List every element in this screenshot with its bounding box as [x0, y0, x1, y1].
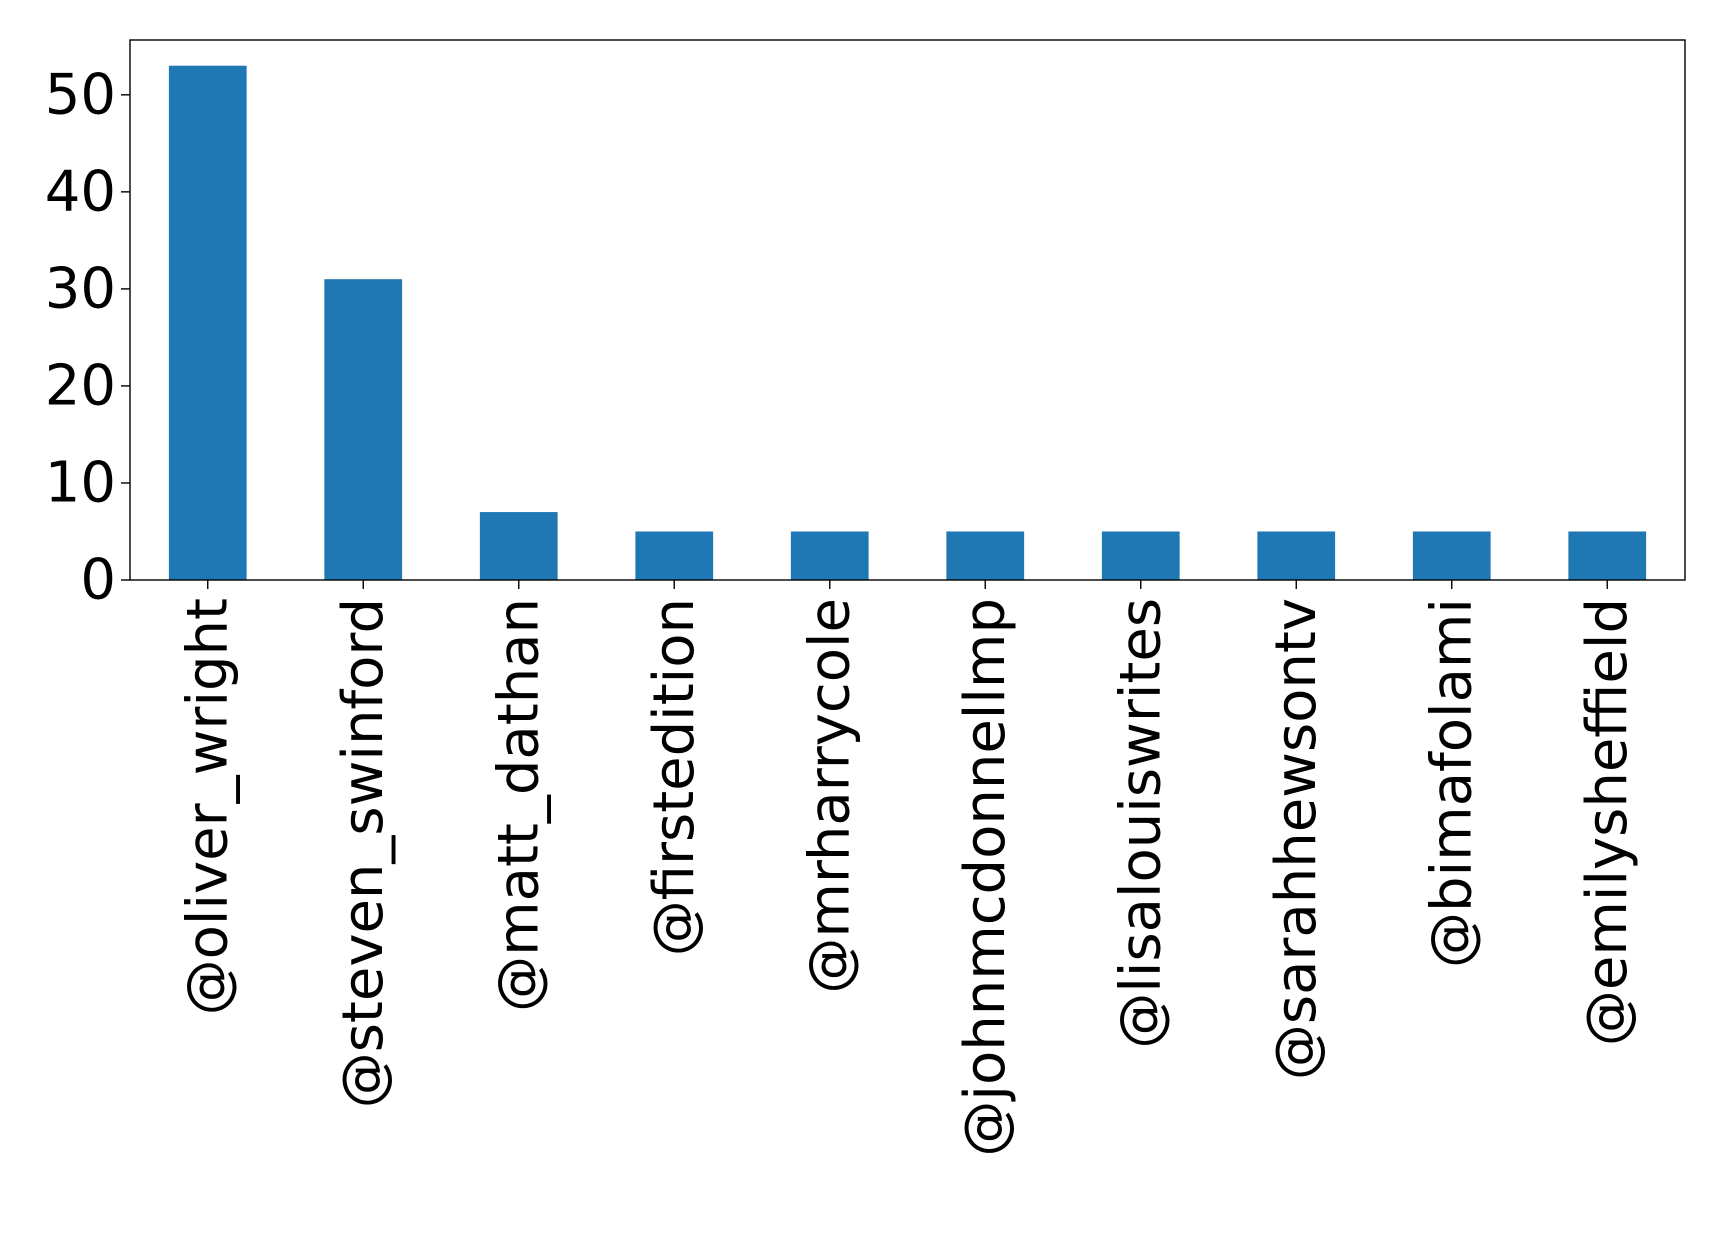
bar-oliver-wright	[168, 65, 247, 580]
x-tick-label: @firstedition	[642, 598, 707, 956]
bar-steven-swinford	[324, 279, 403, 580]
bar-emilysheffield	[1568, 531, 1647, 580]
x-tick-label: @lisalouiswrites	[1108, 598, 1173, 1049]
bar-bimafolami	[1412, 531, 1491, 580]
y-tick-label: 20	[45, 353, 116, 418]
bar-firstedition	[635, 531, 714, 580]
x-axis-ticks: @oliver_wright @steven_swinford @matt_dath…	[175, 580, 1640, 1157]
y-tick-label: 0	[80, 548, 116, 613]
bar-mrharrycole	[790, 531, 869, 580]
bars-group	[168, 65, 1647, 580]
y-tick-label: 10	[45, 450, 116, 515]
y-tick-label: 50	[45, 62, 116, 127]
y-tick-label: 40	[45, 159, 116, 224]
y-axis-ticks: 0 10 20 30 40 50	[45, 62, 130, 613]
x-tick-label: @oliver_wright	[175, 598, 240, 1015]
x-tick-label: @sarahhewsontv	[1264, 598, 1329, 1080]
bar-matt-dathan	[479, 512, 558, 580]
x-tick-label: @steven_swinford	[331, 598, 396, 1108]
y-tick-label: 30	[45, 256, 116, 321]
x-tick-label: @emilysheffield	[1575, 598, 1640, 1046]
x-tick-label: @mrharrycole	[797, 598, 862, 994]
bar-sarahhewsontv	[1257, 531, 1336, 580]
x-tick-label: @matt_dathan	[486, 598, 551, 1012]
plot-frame	[129, 39, 1686, 581]
bar-johnmcdonnellmp	[946, 531, 1025, 580]
x-tick-label: @johnmcdonnellmp	[953, 598, 1018, 1157]
bar-lisalouiswrites	[1101, 531, 1180, 580]
x-tick-label: @bimafolami	[1419, 598, 1484, 968]
